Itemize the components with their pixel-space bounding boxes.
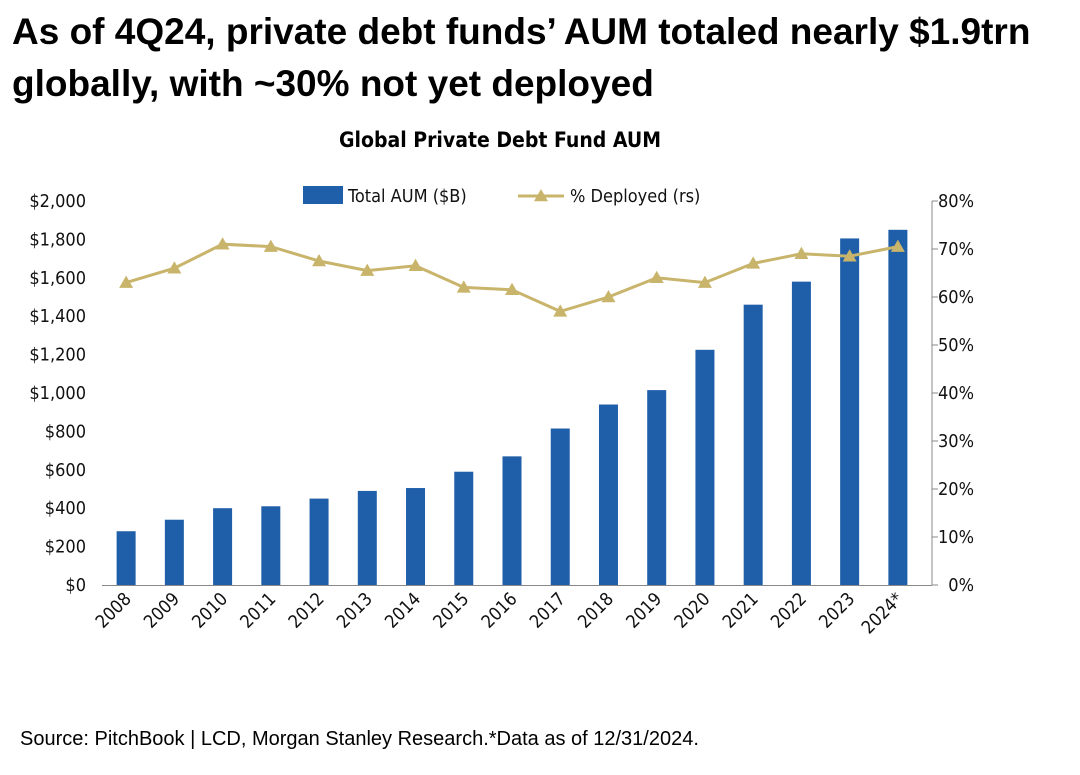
left-tick-label: $2,000 xyxy=(29,191,86,212)
bars xyxy=(102,229,932,586)
chart: $0 $200 $400 $600 $800 $1,000 $1,200 $1,400 $1,6… xyxy=(29,186,974,639)
right-tick-label: 80% xyxy=(938,191,974,212)
x-tick-label: 2024* xyxy=(858,589,908,639)
x-tick-label: 2011 xyxy=(236,589,280,633)
x-tick-label: 2017 xyxy=(526,589,570,633)
deployed-marker-2019 xyxy=(649,270,664,284)
left-tick-label: $0 xyxy=(65,575,86,596)
bar-2024* xyxy=(888,229,908,586)
left-tick-label: $200 xyxy=(45,537,86,558)
bar-2016 xyxy=(502,456,522,585)
deployed-marker-2024* xyxy=(890,239,905,252)
x-tick-label: 2019 xyxy=(622,589,666,633)
right-tick-label: 70% xyxy=(938,239,974,260)
left-tick-label: $1,600 xyxy=(29,268,86,289)
deployed-line xyxy=(119,237,905,317)
x-tick-label: 2013 xyxy=(333,589,377,633)
bar-2013 xyxy=(357,490,377,585)
right-tick-label: 30% xyxy=(938,431,974,452)
x-tick-label: 2012 xyxy=(285,589,329,633)
deployed-marker-2016 xyxy=(505,282,519,296)
bar-2010 xyxy=(213,508,233,585)
legend: Total AUM ($B) % Deployed (rs) xyxy=(303,186,700,207)
bar-2015 xyxy=(454,471,474,585)
deployed-marker-2009 xyxy=(167,261,182,274)
deployed-marker-2014 xyxy=(408,258,423,272)
bar-2011 xyxy=(261,506,281,585)
deployed-marker-2020 xyxy=(697,275,712,288)
deployed-marker-2017 xyxy=(553,304,568,317)
legend-bar-swatch xyxy=(303,186,343,204)
right-axis: 0% 10% 20% 30% 40% 50% 60% 70% 80% xyxy=(931,191,974,596)
right-tick-label: 0% xyxy=(948,575,974,596)
left-tick-label: $400 xyxy=(45,498,86,519)
right-tick-label: 20% xyxy=(938,479,974,500)
bar-2017 xyxy=(550,428,570,585)
x-tick-label: 2015 xyxy=(429,589,473,633)
x-tick-label: 2014 xyxy=(381,589,425,633)
deployed-marker-2011 xyxy=(263,239,278,252)
right-tick-label: 60% xyxy=(938,287,974,308)
x-tick-label: 2022 xyxy=(767,589,811,633)
bar-2020 xyxy=(695,349,715,585)
bar-2023 xyxy=(840,238,860,585)
deployed-marker-2023 xyxy=(842,249,857,262)
x-tick-label: 2021 xyxy=(719,589,763,633)
left-axis: $0 $200 $400 $600 $800 $1,000 $1,200 $1,400 $1,6… xyxy=(29,191,86,596)
left-tick-label: $1,800 xyxy=(29,229,86,250)
left-tick-label: $600 xyxy=(45,460,86,481)
x-tick-label: 2018 xyxy=(574,589,618,633)
deployed-marker-2013 xyxy=(360,263,375,276)
legend-bar-label: Total AUM ($B) xyxy=(347,186,467,207)
bar-2022 xyxy=(791,281,811,585)
bar-2018 xyxy=(598,404,618,585)
right-tick-label: 10% xyxy=(938,527,974,548)
x-tick-label: 2023 xyxy=(815,589,859,633)
left-tick-label: $1,400 xyxy=(29,306,86,327)
bar-2021 xyxy=(743,304,763,585)
legend-triangle-icon xyxy=(534,189,548,202)
headline: As of 4Q24, private debt funds’ AUM tota… xyxy=(12,11,1031,104)
deployed-marker-2021 xyxy=(746,256,761,269)
left-tick-label: $1,200 xyxy=(29,345,86,366)
bar-2019 xyxy=(647,390,667,585)
deployed-marker-2012 xyxy=(312,254,327,267)
x-tick-label: 2008 xyxy=(92,589,136,633)
source-note: Source: PitchBook | LCD, Morgan Stanley … xyxy=(20,728,699,750)
deployed-marker-2022 xyxy=(794,246,809,260)
deployed-marker-2015 xyxy=(456,280,471,293)
x-tick-label: 2020 xyxy=(670,589,714,633)
left-tick-label: $800 xyxy=(45,421,86,442)
x-tick-label: 2009 xyxy=(140,589,184,633)
x-tick-label: 2016 xyxy=(478,589,522,633)
deployed-marker-2018 xyxy=(601,290,616,303)
bar-2008 xyxy=(116,531,136,585)
bar-2012 xyxy=(309,498,329,585)
bar-2009 xyxy=(164,519,184,585)
legend-line-label: % Deployed (rs) xyxy=(570,186,700,207)
deployed-line-path xyxy=(125,242,899,313)
x-axis: 2008 2009 2010 2011 2012 2013 2014 2015 2016 2017… xyxy=(92,589,908,639)
left-tick-label: $1,000 xyxy=(29,383,86,404)
right-tick-label: 50% xyxy=(938,335,974,356)
deployed-marker-2010 xyxy=(215,237,230,250)
deployed-marker-2008 xyxy=(119,275,134,288)
chart-title: Global Private Debt Fund AUM xyxy=(338,128,661,152)
x-tick-label: 2010 xyxy=(188,589,232,633)
bar-2014 xyxy=(406,488,426,585)
right-tick-label: 40% xyxy=(938,383,974,404)
